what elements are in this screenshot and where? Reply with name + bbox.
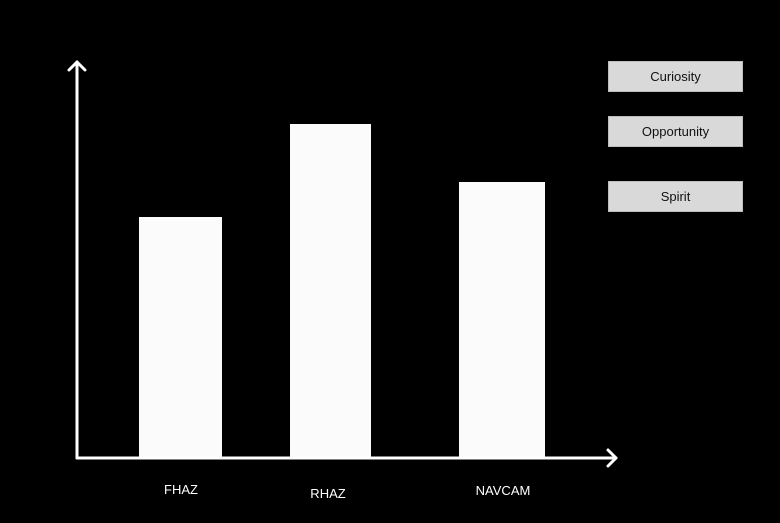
opportunity-button[interactable]: Opportunity (608, 116, 743, 147)
bar-rhaz (290, 124, 371, 458)
y-axis-arrow-icon (67, 60, 87, 72)
x-axis-arrow-icon (606, 448, 618, 468)
spirit-button[interactable]: Spirit (608, 181, 743, 212)
curiosity-button-label: Curiosity (650, 69, 701, 84)
bar-fhaz (139, 217, 222, 458)
bar-navcam (459, 182, 545, 458)
opportunity-button-label: Opportunity (641, 124, 710, 139)
spirit-button-label: Spirit (660, 189, 691, 204)
bars-group (139, 124, 545, 458)
x-tick-label-navcam: NAVCAM (475, 483, 531, 498)
x-tick-label-fhaz: FHAZ (164, 482, 198, 497)
axes (67, 60, 618, 468)
x-tick-label-rhaz: RHAZ (310, 486, 346, 501)
curiosity-button[interactable]: Curiosity (608, 61, 743, 92)
